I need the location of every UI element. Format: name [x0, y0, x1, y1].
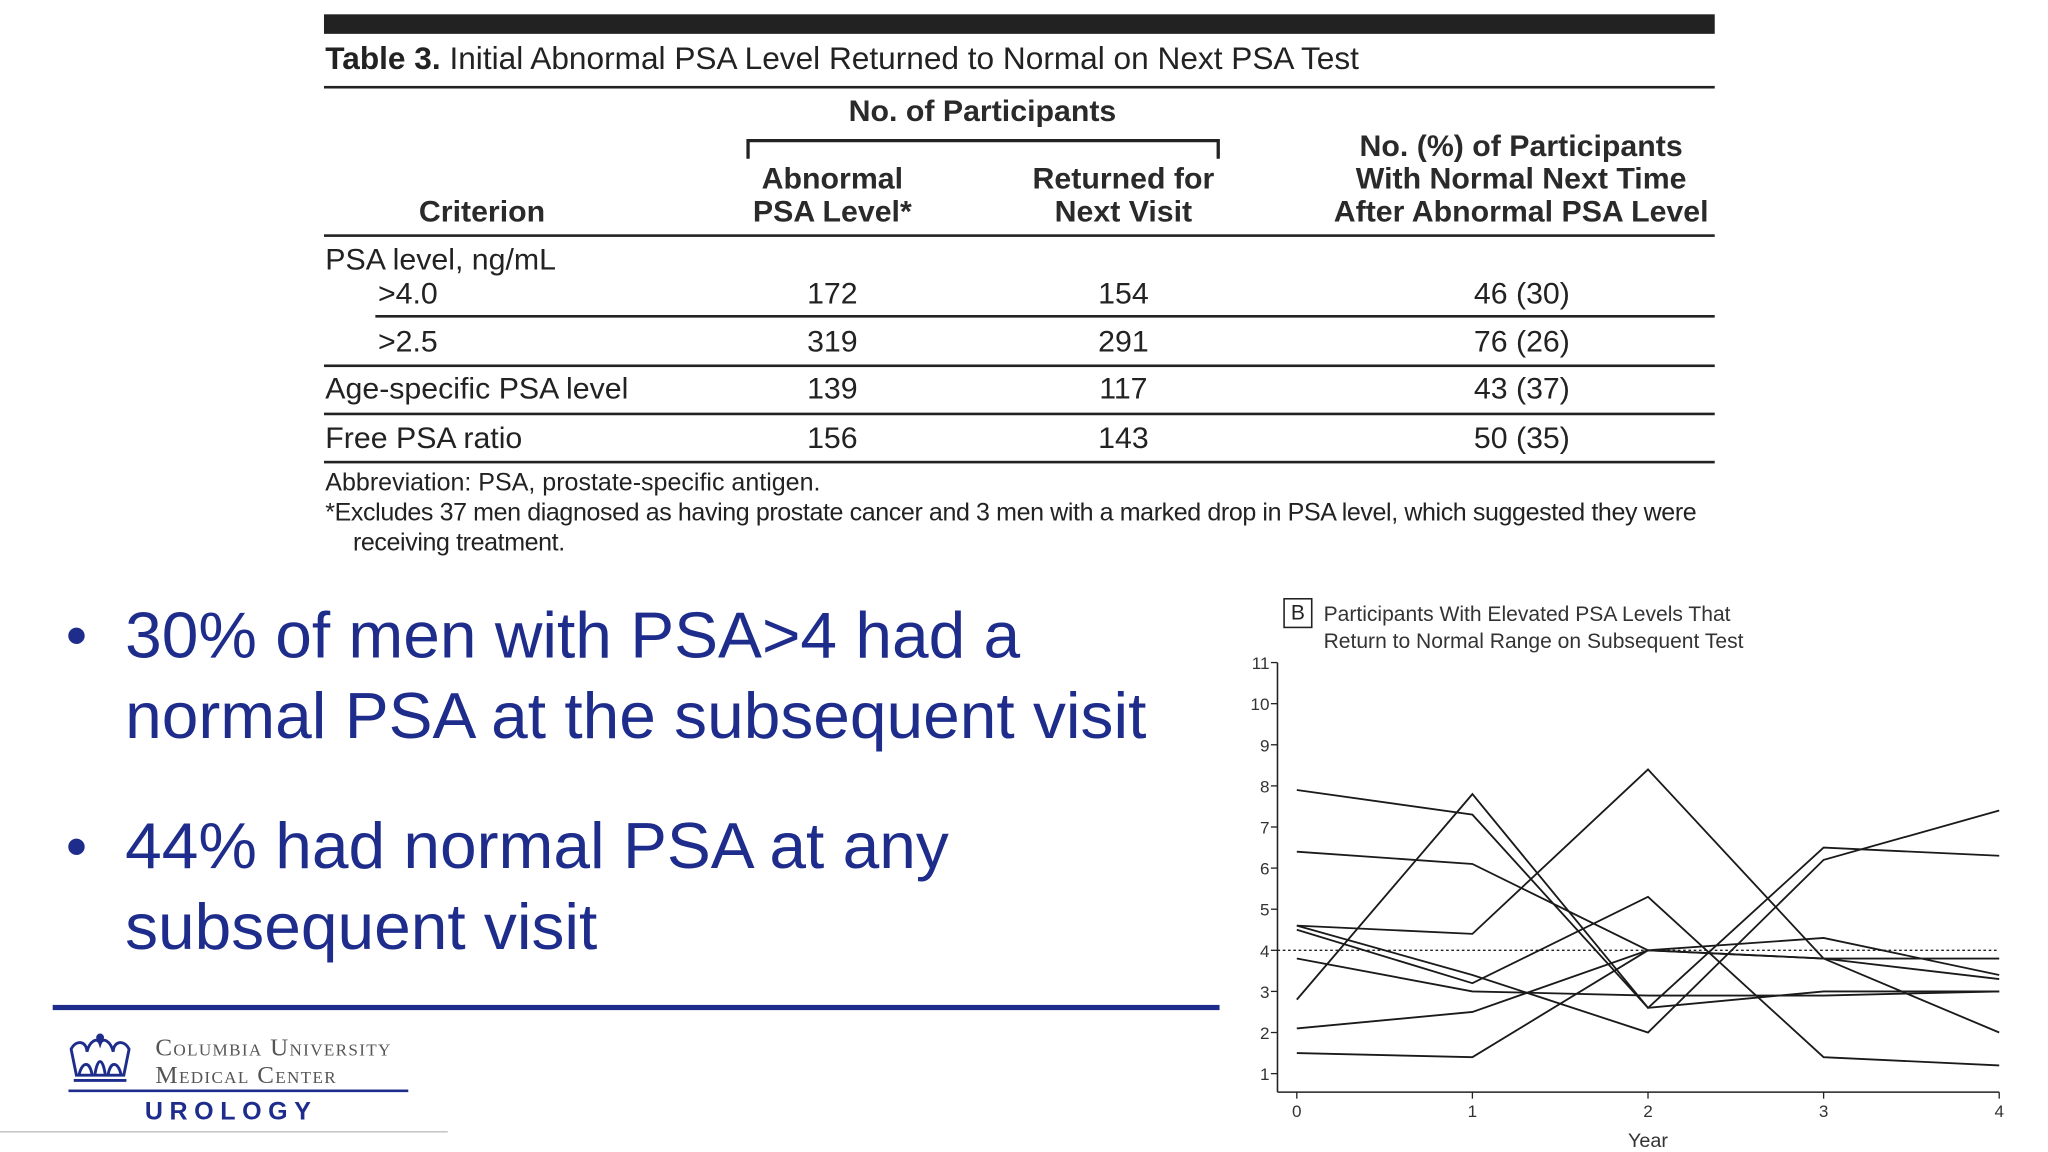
- row-label: PSA level, ng/mL: [325, 242, 556, 276]
- x-tick-label: 3: [1819, 1102, 1829, 1121]
- x-axis-label: Year: [1628, 1130, 1668, 1152]
- series-line: [1296, 768, 2000, 1034]
- column-header: No. (%) of Participants: [1359, 128, 1683, 163]
- column-header: With Normal Next Time: [1355, 161, 1687, 196]
- footer-rule: [0, 1131, 448, 1133]
- y-tick-label: 3: [1260, 983, 1270, 1002]
- spanner-bracket: [746, 138, 1220, 159]
- cell: 76 (26): [1473, 324, 1570, 358]
- column-header: After Abnormal PSA Level: [1333, 193, 1709, 228]
- logo-department: UROLOGY: [144, 1098, 318, 1126]
- x-tick-label: 2: [1643, 1102, 1653, 1121]
- rule: [323, 85, 1715, 88]
- column-header: Abnormal: [761, 161, 904, 196]
- column-header: Criterion: [418, 193, 546, 228]
- row-label: >4.0: [377, 275, 438, 310]
- bullet-marker: •: [65, 601, 88, 670]
- cell: 46 (30): [1473, 275, 1570, 310]
- chart: B Participants With Elevated PSA Levels T…: [1251, 598, 2004, 1152]
- column-header: Next Visit: [1054, 193, 1193, 228]
- footnote: *Excludes 37 men diagnosed as having pro…: [325, 499, 1697, 558]
- cell: 139: [807, 370, 858, 405]
- table-top-bar: [323, 14, 1715, 34]
- y-tick-label: 2: [1260, 1024, 1270, 1043]
- cell: 156: [807, 420, 858, 455]
- row-rule: [323, 364, 1715, 367]
- row-label: >2.5: [377, 324, 438, 358]
- spanner: No. of Participants: [848, 93, 1117, 128]
- divider: [52, 1004, 1220, 1011]
- cell: 143: [1098, 420, 1149, 455]
- cell: 291: [1098, 324, 1149, 358]
- panel-label: B: [1291, 602, 1305, 625]
- table-label: Table 3.: [325, 41, 441, 77]
- x-tick-label: 0: [1292, 1102, 1302, 1121]
- cell: 43 (37): [1473, 370, 1570, 405]
- bullet-text: 30% of men with PSA>4 had a normal PSA a…: [125, 598, 1147, 753]
- chart-title: Return to Normal Range on Subsequent Tes…: [1324, 630, 1744, 653]
- series-line: [1296, 949, 2000, 1059]
- footnote: Abbreviation: PSA, prostate-specific ant…: [325, 469, 821, 498]
- series-line: [1296, 809, 2000, 1034]
- panel-box: [1283, 598, 1313, 629]
- y-tick-label: 7: [1260, 819, 1270, 838]
- y-tick-label: 10: [1251, 695, 1270, 714]
- cell: 117: [1099, 370, 1148, 405]
- bullet-text: 44% had normal PSA at any subsequent vis…: [125, 809, 949, 964]
- y-tick-label: 9: [1260, 736, 1270, 755]
- y-tick-label: 11: [1252, 654, 1270, 673]
- y-tick-label: 5: [1260, 901, 1270, 920]
- series-line: [1296, 850, 2000, 960]
- column-header: PSA Level*: [752, 193, 912, 228]
- crown-icon: [69, 1033, 131, 1082]
- logo-rule: [68, 1089, 409, 1093]
- y-tick-label: 6: [1260, 860, 1270, 879]
- series-line: [1296, 895, 2000, 1067]
- x-tick-label: 1: [1468, 1102, 1478, 1121]
- row-label: Free PSA ratio: [325, 420, 523, 455]
- cell: 319: [807, 324, 858, 358]
- cell: 154: [1098, 275, 1149, 310]
- row-rule: [323, 460, 1715, 463]
- cell: 172: [807, 275, 858, 310]
- row-label: Age-specific PSA level: [325, 370, 629, 405]
- logo-name-line: Medical Center: [155, 1062, 337, 1090]
- series-line: [1296, 937, 2000, 1030]
- table-caption: Table 3. Initial Abnormal PSA Level Retu…: [325, 40, 1359, 79]
- chart-title: Participants With Elevated PSA Levels Th…: [1324, 603, 1731, 626]
- rule: [323, 234, 1715, 237]
- y-tick-label: 4: [1260, 942, 1270, 961]
- y-tick-label: 8: [1260, 777, 1270, 796]
- logo-name-line: Columbia University: [155, 1034, 392, 1063]
- row-rule: [375, 315, 1715, 317]
- bullet-marker: •: [65, 812, 88, 880]
- row-rule: [323, 412, 1715, 415]
- series-line: [1296, 789, 2000, 1010]
- series-line: [1296, 957, 2000, 997]
- table-title: Initial Abnormal PSA Level Returned to N…: [449, 41, 1359, 77]
- x-tick-label: 4: [1994, 1102, 2004, 1121]
- cell: 50 (35): [1473, 420, 1570, 455]
- logo-name: Columbia University Medical Center: [155, 1035, 391, 1090]
- y-tick-label: 1: [1260, 1065, 1270, 1084]
- column-header: Returned for: [1032, 161, 1215, 196]
- series-line: [1296, 792, 2000, 1009]
